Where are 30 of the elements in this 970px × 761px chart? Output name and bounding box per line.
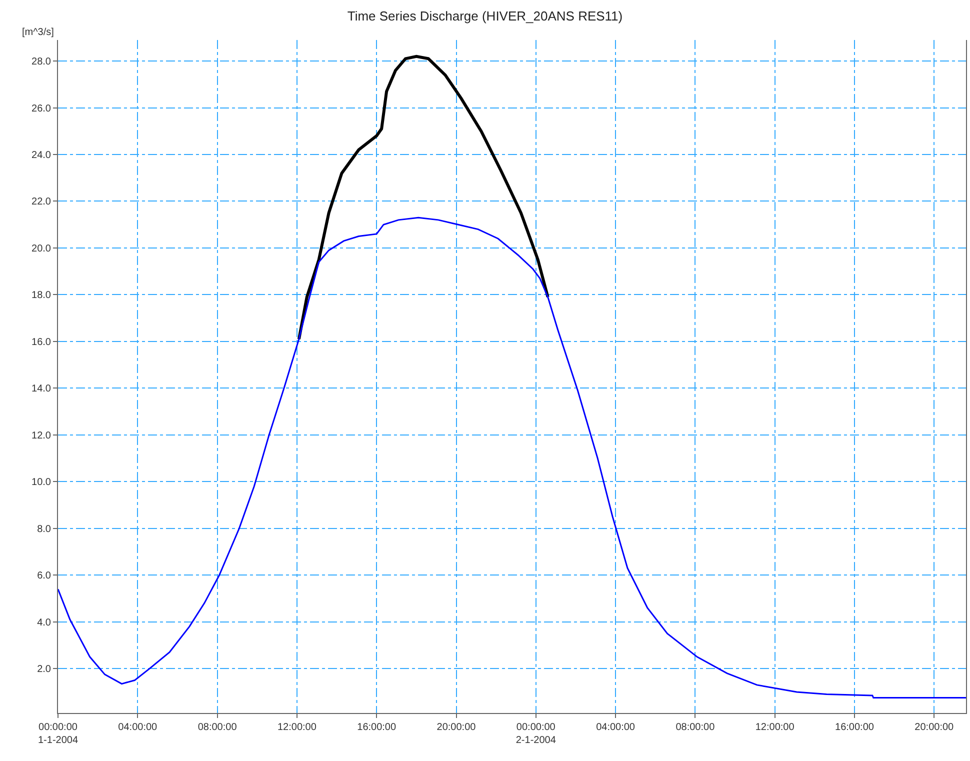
- y-tick-label: 16.0: [32, 336, 52, 348]
- x-tick-label: 04:00:00: [118, 722, 158, 733]
- x-tick-label: 20:00:00: [914, 722, 954, 733]
- y-tick-label: 22.0: [32, 196, 52, 208]
- x-tick-label: 00:00:00 1-1-2004: [38, 722, 78, 746]
- x-tick-label: 12:00:00: [277, 722, 317, 733]
- x-tick-label: 12:00:00: [755, 722, 795, 733]
- x-tick-label: 16:00:00: [357, 722, 396, 733]
- x-tick-label: 04:00:00: [596, 722, 636, 733]
- y-tick-label: 4.0: [37, 617, 52, 628]
- y-tick-label: 8.0: [37, 524, 52, 535]
- chart-title: Time Series Discharge (HIVER_20ANS RES11): [347, 8, 623, 24]
- y-tick-label: 12.0: [32, 430, 52, 442]
- y-tick-label: 18.0: [32, 290, 52, 302]
- y-tick-label: 10.0: [32, 477, 52, 488]
- y-axis-title: [m^3/s]: [22, 27, 54, 38]
- line-series: [297, 54, 550, 341]
- y-tick-label: 6.0: [37, 570, 52, 582]
- x-tick-label: 00:00:00 2-1-2004: [516, 722, 556, 746]
- x-tick-label: 08:00:00: [198, 722, 238, 733]
- y-tick-label: 20.0: [32, 243, 52, 254]
- y-tick-label: 24.0: [32, 150, 52, 161]
- y-tick-label: 14.0: [32, 384, 52, 395]
- y-tick-label: 28.0: [32, 56, 52, 68]
- y-tick-label: 2.0: [37, 664, 52, 676]
- line-series: [58, 216, 966, 699]
- x-tick-label: 20:00:00: [436, 722, 476, 733]
- x-tick-label: 16:00:00: [835, 722, 874, 733]
- y-tick-label: 26.0: [32, 103, 52, 114]
- x-tick-label: 08:00:00: [676, 722, 716, 733]
